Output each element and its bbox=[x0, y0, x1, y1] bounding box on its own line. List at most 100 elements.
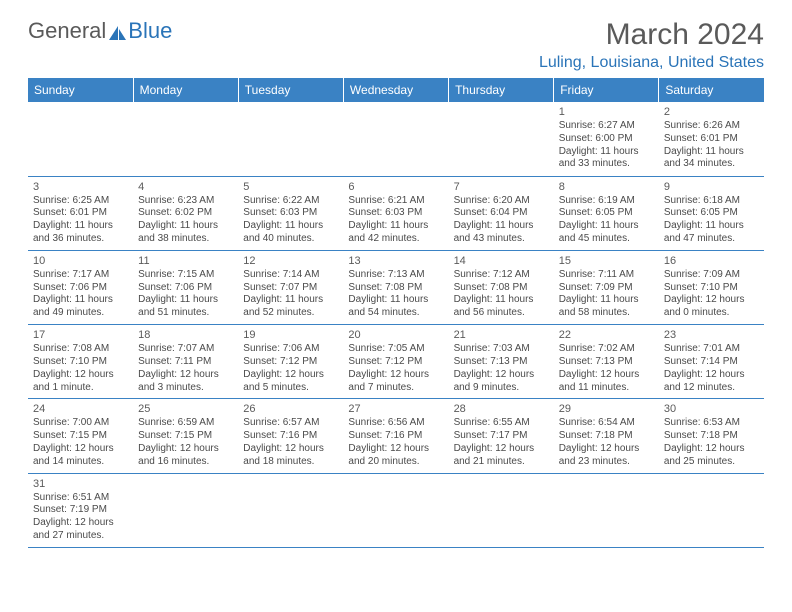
day-detail: Daylight: 12 hours bbox=[664, 294, 759, 307]
calendar-week-row: 24Sunrise: 7:00 AMSunset: 7:15 PMDayligh… bbox=[28, 399, 764, 473]
day-detail: Daylight: 11 hours bbox=[33, 220, 128, 233]
header: General Blue March 2024 Luling, Louisian… bbox=[28, 18, 764, 72]
day-detail: Daylight: 12 hours bbox=[348, 369, 443, 382]
day-detail: Sunrise: 6:22 AM bbox=[243, 195, 338, 208]
day-detail: Sunrise: 6:51 AM bbox=[33, 492, 128, 505]
day-detail: Sunset: 6:03 PM bbox=[348, 207, 443, 220]
day-detail: Sunrise: 6:21 AM bbox=[348, 195, 443, 208]
day-detail: Sunset: 7:18 PM bbox=[664, 430, 759, 443]
day-detail: Daylight: 12 hours bbox=[243, 443, 338, 456]
day-detail: Sunset: 7:12 PM bbox=[348, 356, 443, 369]
calendar-header-row: SundayMondayTuesdayWednesdayThursdayFrid… bbox=[28, 78, 764, 102]
day-detail: Daylight: 11 hours bbox=[243, 294, 338, 307]
day-detail: Sunset: 7:14 PM bbox=[664, 356, 759, 369]
day-number: 27 bbox=[348, 402, 443, 416]
day-detail: Sunset: 7:08 PM bbox=[454, 282, 549, 295]
day-cell: 24Sunrise: 7:00 AMSunset: 7:15 PMDayligh… bbox=[28, 399, 133, 473]
day-detail: Sunset: 7:19 PM bbox=[33, 504, 128, 517]
day-detail: and 5 minutes. bbox=[243, 382, 338, 395]
calendar-body: 1Sunrise: 6:27 AMSunset: 6:00 PMDaylight… bbox=[28, 102, 764, 547]
day-detail: Sunset: 6:05 PM bbox=[559, 207, 654, 220]
weekday-header: Saturday bbox=[659, 78, 764, 102]
day-detail: and 11 minutes. bbox=[559, 382, 654, 395]
day-detail: and 43 minutes. bbox=[454, 233, 549, 246]
day-detail: and 40 minutes. bbox=[243, 233, 338, 246]
day-detail: and 49 minutes. bbox=[33, 307, 128, 320]
day-cell: 17Sunrise: 7:08 AMSunset: 7:10 PMDayligh… bbox=[28, 325, 133, 399]
day-detail: Daylight: 12 hours bbox=[33, 443, 128, 456]
day-detail: and 47 minutes. bbox=[664, 233, 759, 246]
day-detail: Sunrise: 7:17 AM bbox=[33, 269, 128, 282]
day-detail: Daylight: 12 hours bbox=[454, 443, 549, 456]
day-detail: Sunrise: 6:54 AM bbox=[559, 417, 654, 430]
day-cell: 19Sunrise: 7:06 AMSunset: 7:12 PMDayligh… bbox=[238, 325, 343, 399]
day-cell: 3Sunrise: 6:25 AMSunset: 6:01 PMDaylight… bbox=[28, 176, 133, 250]
day-detail: Sunset: 7:17 PM bbox=[454, 430, 549, 443]
empty-cell bbox=[238, 102, 343, 176]
empty-cell bbox=[133, 473, 238, 547]
day-detail: Sunrise: 7:08 AM bbox=[33, 343, 128, 356]
day-detail: and 52 minutes. bbox=[243, 307, 338, 320]
day-detail: Sunset: 7:15 PM bbox=[138, 430, 233, 443]
day-detail: and 20 minutes. bbox=[348, 456, 443, 469]
weekday-header: Friday bbox=[554, 78, 659, 102]
day-detail: and 34 minutes. bbox=[664, 158, 759, 171]
day-detail: Sunset: 7:13 PM bbox=[559, 356, 654, 369]
day-cell: 25Sunrise: 6:59 AMSunset: 7:15 PMDayligh… bbox=[133, 399, 238, 473]
day-detail: and 7 minutes. bbox=[348, 382, 443, 395]
day-detail: Daylight: 12 hours bbox=[664, 443, 759, 456]
day-number: 31 bbox=[33, 477, 128, 491]
day-number: 26 bbox=[243, 402, 338, 416]
day-number: 7 bbox=[454, 180, 549, 194]
day-detail: Daylight: 11 hours bbox=[138, 220, 233, 233]
day-number: 2 bbox=[664, 105, 759, 119]
logo-text-1: General bbox=[28, 18, 106, 44]
calendar-week-row: 10Sunrise: 7:17 AMSunset: 7:06 PMDayligh… bbox=[28, 250, 764, 324]
day-number: 16 bbox=[664, 254, 759, 268]
day-detail: Sunset: 7:06 PM bbox=[33, 282, 128, 295]
day-detail: Daylight: 12 hours bbox=[348, 443, 443, 456]
day-cell: 18Sunrise: 7:07 AMSunset: 7:11 PMDayligh… bbox=[133, 325, 238, 399]
day-detail: Daylight: 12 hours bbox=[559, 443, 654, 456]
day-detail: and 51 minutes. bbox=[138, 307, 233, 320]
day-cell: 13Sunrise: 7:13 AMSunset: 7:08 PMDayligh… bbox=[343, 250, 448, 324]
day-detail: Sunset: 7:12 PM bbox=[243, 356, 338, 369]
weekday-header: Thursday bbox=[449, 78, 554, 102]
day-detail: Daylight: 12 hours bbox=[664, 369, 759, 382]
day-cell: 27Sunrise: 6:56 AMSunset: 7:16 PMDayligh… bbox=[343, 399, 448, 473]
day-detail: Daylight: 12 hours bbox=[559, 369, 654, 382]
day-detail: and 1 minute. bbox=[33, 382, 128, 395]
day-detail: and 54 minutes. bbox=[348, 307, 443, 320]
day-detail: Sunset: 6:03 PM bbox=[243, 207, 338, 220]
day-detail: Sunset: 7:10 PM bbox=[664, 282, 759, 295]
day-cell: 26Sunrise: 6:57 AMSunset: 7:16 PMDayligh… bbox=[238, 399, 343, 473]
day-detail: Daylight: 12 hours bbox=[138, 443, 233, 456]
calendar-week-row: 31Sunrise: 6:51 AMSunset: 7:19 PMDayligh… bbox=[28, 473, 764, 547]
day-detail: and 21 minutes. bbox=[454, 456, 549, 469]
day-detail: and 38 minutes. bbox=[138, 233, 233, 246]
day-detail: Sunset: 7:13 PM bbox=[454, 356, 549, 369]
day-detail: and 56 minutes. bbox=[454, 307, 549, 320]
day-detail: Daylight: 12 hours bbox=[454, 369, 549, 382]
day-detail: and 42 minutes. bbox=[348, 233, 443, 246]
day-detail: Sunrise: 6:27 AM bbox=[559, 120, 654, 133]
day-cell: 7Sunrise: 6:20 AMSunset: 6:04 PMDaylight… bbox=[449, 176, 554, 250]
day-detail: Sunset: 6:05 PM bbox=[664, 207, 759, 220]
day-detail: and 14 minutes. bbox=[33, 456, 128, 469]
day-detail: Daylight: 11 hours bbox=[559, 220, 654, 233]
day-detail: and 27 minutes. bbox=[33, 530, 128, 543]
day-detail: Sunset: 7:16 PM bbox=[243, 430, 338, 443]
day-detail: and 33 minutes. bbox=[559, 158, 654, 171]
day-detail: Sunrise: 6:19 AM bbox=[559, 195, 654, 208]
day-number: 5 bbox=[243, 180, 338, 194]
empty-cell bbox=[659, 473, 764, 547]
day-detail: and 9 minutes. bbox=[454, 382, 549, 395]
day-cell: 20Sunrise: 7:05 AMSunset: 7:12 PMDayligh… bbox=[343, 325, 448, 399]
day-detail: Sunrise: 7:12 AM bbox=[454, 269, 549, 282]
day-detail: and 25 minutes. bbox=[664, 456, 759, 469]
day-number: 21 bbox=[454, 328, 549, 342]
weekday-header: Tuesday bbox=[238, 78, 343, 102]
day-cell: 6Sunrise: 6:21 AMSunset: 6:03 PMDaylight… bbox=[343, 176, 448, 250]
day-detail: and 58 minutes. bbox=[559, 307, 654, 320]
day-number: 19 bbox=[243, 328, 338, 342]
